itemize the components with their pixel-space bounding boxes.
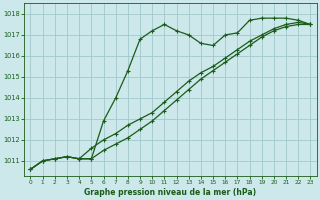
X-axis label: Graphe pression niveau de la mer (hPa): Graphe pression niveau de la mer (hPa): [84, 188, 257, 197]
